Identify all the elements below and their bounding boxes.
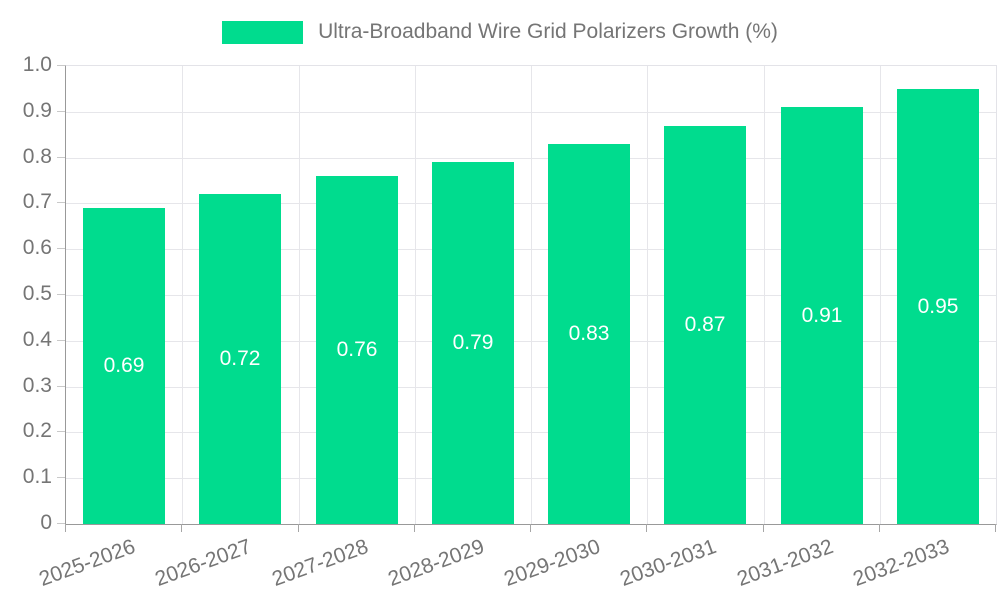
- x-tick-label-2032-2033: 2032-2033: [849, 535, 952, 591]
- y-tick-label: 0.7: [22, 190, 52, 213]
- y-tick-mark: [57, 111, 65, 112]
- gridline-vertical: [182, 66, 183, 524]
- y-tick-label: 1.0: [22, 53, 52, 76]
- gridline-vertical: [764, 66, 765, 524]
- bar-value-label: 0.72: [219, 347, 261, 370]
- bar-2028-2029[interactable]: 0.79: [432, 162, 514, 524]
- bar-2032-2033[interactable]: 0.95: [897, 89, 979, 524]
- bar-2030-2031[interactable]: 0.87: [664, 126, 746, 524]
- gridline-vertical: [880, 66, 881, 524]
- x-tick-label-2025-2026: 2025-2026: [35, 535, 138, 591]
- bar-value-label: 0.91: [801, 303, 843, 327]
- y-tick-mark: [57, 157, 65, 158]
- x-tick-mark: [995, 524, 996, 532]
- y-tick-mark: [57, 202, 65, 203]
- bar-2027-2028[interactable]: 0.76: [316, 176, 398, 524]
- y-tick-label: 0.2: [22, 419, 52, 442]
- bar-2029-2030[interactable]: 0.83: [548, 144, 630, 524]
- y-tick-mark: [57, 477, 65, 478]
- y-tick-label: 0.5: [22, 282, 52, 305]
- y-tick-label: 0.8: [22, 145, 52, 168]
- x-tick-label-2026-2027: 2026-2027: [151, 535, 254, 591]
- legend[interactable]: Ultra-Broadband Wire Grid Polarizers Gro…: [0, 20, 1000, 44]
- x-tick-mark: [181, 524, 182, 532]
- x-tick-mark: [879, 524, 880, 532]
- x-tick-mark: [763, 524, 764, 532]
- y-tick-label: 0.9: [22, 99, 52, 122]
- y-tick-mark: [57, 248, 65, 249]
- bar-2026-2027[interactable]: 0.72: [199, 194, 281, 524]
- x-tick-label-2030-2031: 2030-2031: [616, 535, 719, 591]
- bar-value-label: 0.79: [452, 331, 494, 354]
- gridline-vertical: [647, 66, 648, 524]
- bar-value-label: 0.83: [568, 322, 610, 345]
- y-tick-label: 0.3: [22, 374, 52, 397]
- plot-area: 0.69 0.72 0.76 0.79 0.83 0.87 0.91 0.95: [65, 65, 997, 525]
- y-tick-mark: [57, 65, 65, 66]
- bar-value-label: 0.95: [917, 294, 959, 318]
- x-tick-mark: [530, 524, 531, 532]
- x-tick-label-2027-2028: 2027-2028: [268, 535, 371, 591]
- x-tick-mark: [646, 524, 647, 532]
- y-tick-label: 0.1: [22, 465, 52, 488]
- bar-value-label: 0.69: [103, 354, 145, 377]
- x-tick-mark: [414, 524, 415, 532]
- legend-label: Ultra-Broadband Wire Grid Polarizers Gro…: [318, 20, 778, 43]
- x-tick-mark: [298, 524, 299, 532]
- gridline-vertical: [531, 66, 532, 524]
- gridline-vertical: [415, 66, 416, 524]
- bar-2031-2032[interactable]: 0.91: [781, 107, 863, 524]
- y-tick-mark: [57, 431, 65, 432]
- x-tick-label-2028-2029: 2028-2029: [384, 535, 487, 591]
- y-tick-mark: [57, 386, 65, 387]
- y-tick-mark: [57, 294, 65, 295]
- x-tick-mark: [65, 524, 66, 532]
- legend-swatch-icon: [222, 20, 304, 44]
- y-tick-label: 0: [40, 511, 52, 534]
- y-tick-label: 0.6: [22, 236, 52, 259]
- gridline-vertical: [299, 66, 300, 524]
- bar-value-label: 0.76: [336, 338, 378, 361]
- bar-2025-2026[interactable]: 0.69: [83, 208, 165, 524]
- x-tick-label-2031-2032: 2031-2032: [733, 535, 836, 591]
- x-tick-label-2029-2030: 2029-2030: [500, 535, 603, 591]
- y-tick-label: 0.4: [22, 328, 52, 351]
- bar-value-label: 0.87: [684, 313, 726, 336]
- y-tick-mark: [57, 523, 65, 524]
- y-tick-mark: [57, 340, 65, 341]
